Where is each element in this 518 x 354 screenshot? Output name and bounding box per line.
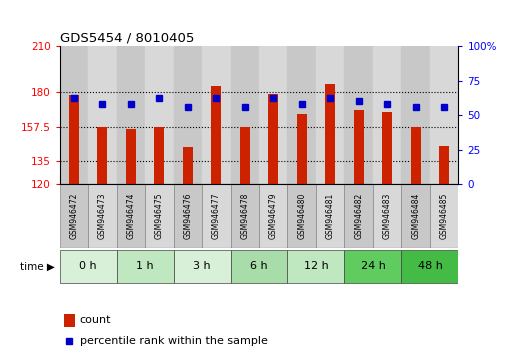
- Bar: [316, 184, 344, 248]
- Bar: [382, 112, 392, 184]
- Text: GSM946483: GSM946483: [383, 193, 392, 239]
- Text: GSM946485: GSM946485: [440, 193, 449, 239]
- Bar: [126, 129, 136, 184]
- Bar: [401, 46, 430, 184]
- Bar: [268, 93, 278, 184]
- Bar: [145, 184, 174, 248]
- Text: time ▶: time ▶: [20, 261, 54, 272]
- Text: GSM946481: GSM946481: [326, 193, 335, 239]
- Bar: [88, 184, 117, 248]
- Bar: [373, 184, 401, 248]
- Bar: [325, 84, 335, 184]
- Bar: [183, 147, 193, 184]
- Bar: [259, 184, 287, 248]
- Text: 48 h: 48 h: [418, 261, 442, 272]
- Text: GSM946473: GSM946473: [98, 193, 107, 239]
- Bar: [411, 127, 421, 184]
- Bar: [60, 250, 117, 283]
- Bar: [344, 184, 373, 248]
- Bar: [344, 250, 401, 283]
- Bar: [117, 46, 145, 184]
- Bar: [287, 184, 316, 248]
- Bar: [401, 250, 458, 283]
- Bar: [231, 184, 259, 248]
- Text: count: count: [80, 315, 111, 325]
- Bar: [60, 46, 88, 184]
- Text: 24 h: 24 h: [361, 261, 385, 272]
- Text: GSM946482: GSM946482: [354, 193, 363, 239]
- Text: GSM946480: GSM946480: [297, 193, 306, 239]
- Bar: [69, 95, 79, 184]
- Text: GSM946474: GSM946474: [126, 193, 135, 239]
- Bar: [316, 46, 344, 184]
- Bar: [117, 250, 174, 283]
- Text: GSM946478: GSM946478: [240, 193, 249, 239]
- Text: GSM946475: GSM946475: [155, 193, 164, 239]
- Bar: [117, 184, 145, 248]
- Bar: [354, 110, 364, 184]
- Bar: [174, 250, 231, 283]
- Text: 0 h: 0 h: [79, 261, 97, 272]
- Text: GSM946476: GSM946476: [183, 193, 192, 239]
- Bar: [60, 184, 88, 248]
- Bar: [202, 46, 231, 184]
- Bar: [430, 46, 458, 184]
- Text: 6 h: 6 h: [250, 261, 268, 272]
- Bar: [373, 46, 401, 184]
- Bar: [145, 46, 174, 184]
- Text: GSM946472: GSM946472: [69, 193, 78, 239]
- Bar: [344, 46, 373, 184]
- Text: 12 h: 12 h: [304, 261, 328, 272]
- Text: 3 h: 3 h: [193, 261, 211, 272]
- Text: percentile rank within the sample: percentile rank within the sample: [80, 336, 267, 346]
- Bar: [259, 46, 287, 184]
- Bar: [88, 46, 117, 184]
- Bar: [430, 184, 458, 248]
- Bar: [287, 250, 344, 283]
- Bar: [174, 46, 202, 184]
- Bar: [64, 314, 75, 327]
- Bar: [240, 127, 250, 184]
- Bar: [97, 127, 107, 184]
- Text: 1 h: 1 h: [136, 261, 154, 272]
- Bar: [202, 184, 231, 248]
- Bar: [174, 184, 202, 248]
- Text: GDS5454 / 8010405: GDS5454 / 8010405: [60, 32, 194, 45]
- Bar: [297, 114, 307, 184]
- Text: GSM946484: GSM946484: [411, 193, 420, 239]
- Bar: [231, 250, 287, 283]
- Bar: [231, 46, 259, 184]
- Bar: [154, 127, 164, 184]
- Bar: [287, 46, 316, 184]
- Bar: [211, 86, 221, 184]
- Bar: [401, 184, 430, 248]
- Bar: [439, 146, 449, 184]
- Text: GSM946477: GSM946477: [212, 193, 221, 239]
- Text: GSM946479: GSM946479: [269, 193, 278, 239]
